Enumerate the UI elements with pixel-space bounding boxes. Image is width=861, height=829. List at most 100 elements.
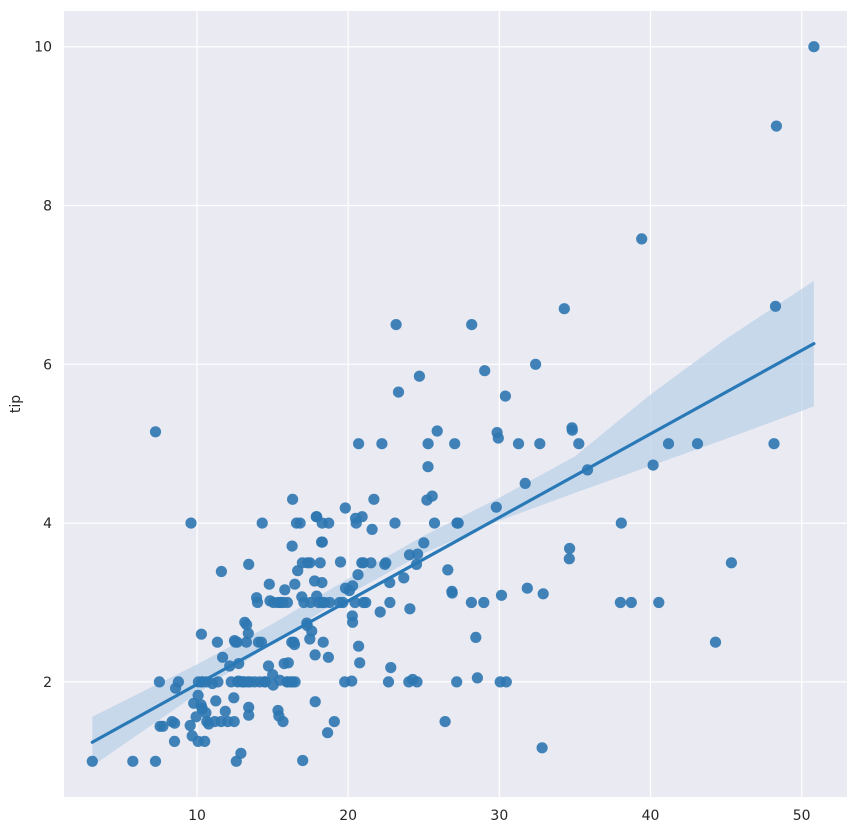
data-point	[479, 365, 491, 377]
y-tick-label: 6	[43, 357, 52, 373]
data-point	[368, 493, 380, 505]
data-point	[277, 716, 289, 728]
data-point	[289, 676, 301, 688]
data-point	[564, 542, 576, 555]
data-point	[500, 676, 512, 688]
y-tick-label: 10	[34, 40, 52, 56]
data-point	[534, 438, 546, 450]
data-point	[328, 716, 340, 728]
data-point	[243, 701, 255, 713]
data-point	[428, 517, 441, 529]
data-point	[389, 517, 401, 529]
data-point	[354, 657, 366, 669]
data-point	[211, 636, 223, 648]
data-point	[466, 319, 478, 331]
data-point	[228, 716, 240, 728]
data-point	[322, 727, 334, 739]
data-point	[184, 719, 196, 732]
data-point	[411, 676, 423, 688]
data-point	[306, 625, 318, 637]
data-point	[304, 557, 316, 569]
data-point	[519, 477, 531, 489]
data-point	[768, 438, 780, 450]
x-tick-labels: 10 20 30 40 50	[188, 808, 810, 824]
x-tick-label: 30	[490, 808, 508, 824]
x-tick-label: 10	[188, 808, 206, 824]
data-point	[536, 742, 548, 754]
data-point	[282, 657, 294, 669]
data-point	[353, 438, 365, 450]
data-point	[426, 490, 438, 502]
data-point	[127, 755, 139, 767]
data-point	[449, 438, 461, 450]
data-point	[334, 556, 347, 568]
y-tick-labels: 2 4 6 8 10	[34, 40, 52, 691]
data-point	[157, 720, 169, 732]
data-point	[149, 426, 162, 438]
data-point	[808, 41, 820, 53]
data-point	[615, 517, 627, 529]
data-point	[190, 711, 202, 723]
data-point	[210, 695, 222, 707]
data-point	[192, 689, 204, 702]
data-point	[374, 606, 386, 618]
data-point	[530, 358, 542, 370]
data-point	[380, 557, 392, 569]
data-point	[231, 636, 243, 648]
data-point	[255, 636, 267, 648]
data-point	[288, 639, 301, 651]
data-point	[316, 577, 328, 589]
data-point	[512, 438, 525, 450]
data-point	[219, 705, 231, 717]
data-point	[256, 517, 268, 529]
data-point	[431, 425, 443, 437]
data-point	[422, 461, 434, 473]
data-point	[243, 558, 255, 571]
data-point	[725, 557, 738, 569]
data-point	[398, 572, 410, 584]
data-point	[770, 120, 783, 132]
data-point	[228, 692, 240, 704]
data-point	[356, 511, 368, 523]
data-point	[404, 603, 416, 615]
data-point	[470, 631, 482, 644]
data-point	[251, 596, 264, 609]
data-point	[382, 676, 395, 688]
x-tick-label: 40	[642, 808, 660, 824]
data-point	[153, 676, 165, 688]
data-point	[289, 578, 301, 590]
data-point	[316, 536, 328, 548]
data-point	[465, 596, 477, 609]
data-point	[185, 517, 197, 529]
data-point	[243, 709, 255, 721]
y-axis-label: tip	[8, 395, 24, 413]
data-point	[566, 424, 578, 436]
data-point	[418, 537, 430, 549]
data-point	[347, 580, 359, 592]
regression-line	[90, 342, 816, 744]
data-point	[286, 540, 298, 552]
data-point	[625, 596, 637, 609]
data-point	[537, 588, 549, 600]
data-point	[376, 438, 388, 450]
data-point	[217, 651, 229, 663]
data-point	[297, 754, 309, 767]
data-point	[446, 587, 458, 599]
data-point	[294, 517, 306, 529]
data-point	[471, 672, 483, 684]
data-point	[662, 438, 675, 450]
data-point	[240, 636, 252, 648]
data-point	[492, 432, 504, 444]
data-point	[636, 233, 648, 245]
data-point	[346, 675, 358, 687]
data-point	[353, 640, 365, 652]
data-point	[235, 747, 247, 759]
data-point	[573, 438, 585, 450]
data-point	[200, 707, 212, 719]
data-point	[347, 616, 359, 628]
data-point	[199, 735, 211, 748]
data-point	[149, 755, 162, 767]
data-point	[309, 649, 321, 661]
data-point	[262, 660, 275, 672]
data-point	[287, 493, 299, 505]
